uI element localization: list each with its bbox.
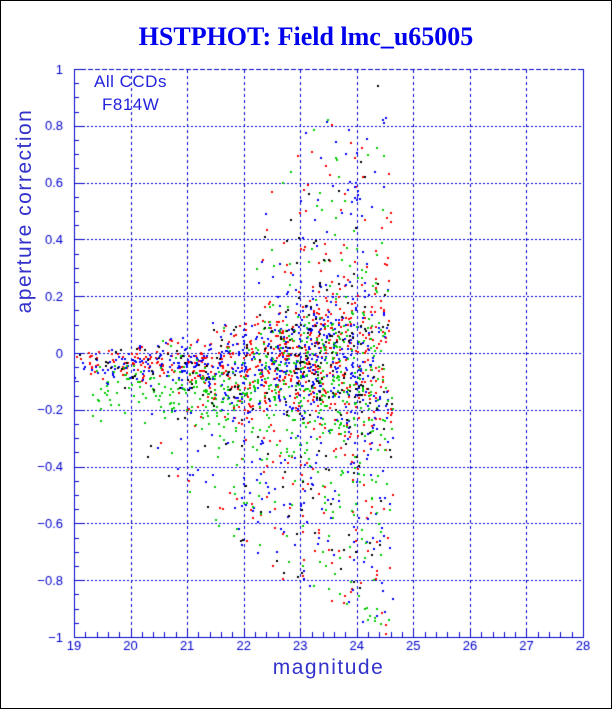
y-axis-label: aperture correction bbox=[13, 108, 36, 314]
legend-all-ccds-label: All CCDs bbox=[94, 72, 167, 91]
legend-filter-label: F814W bbox=[102, 95, 160, 114]
x-axis-label: magnitude bbox=[272, 656, 385, 679]
page-title: HSTPHOT: Field lmc_u65005 bbox=[138, 22, 474, 51]
